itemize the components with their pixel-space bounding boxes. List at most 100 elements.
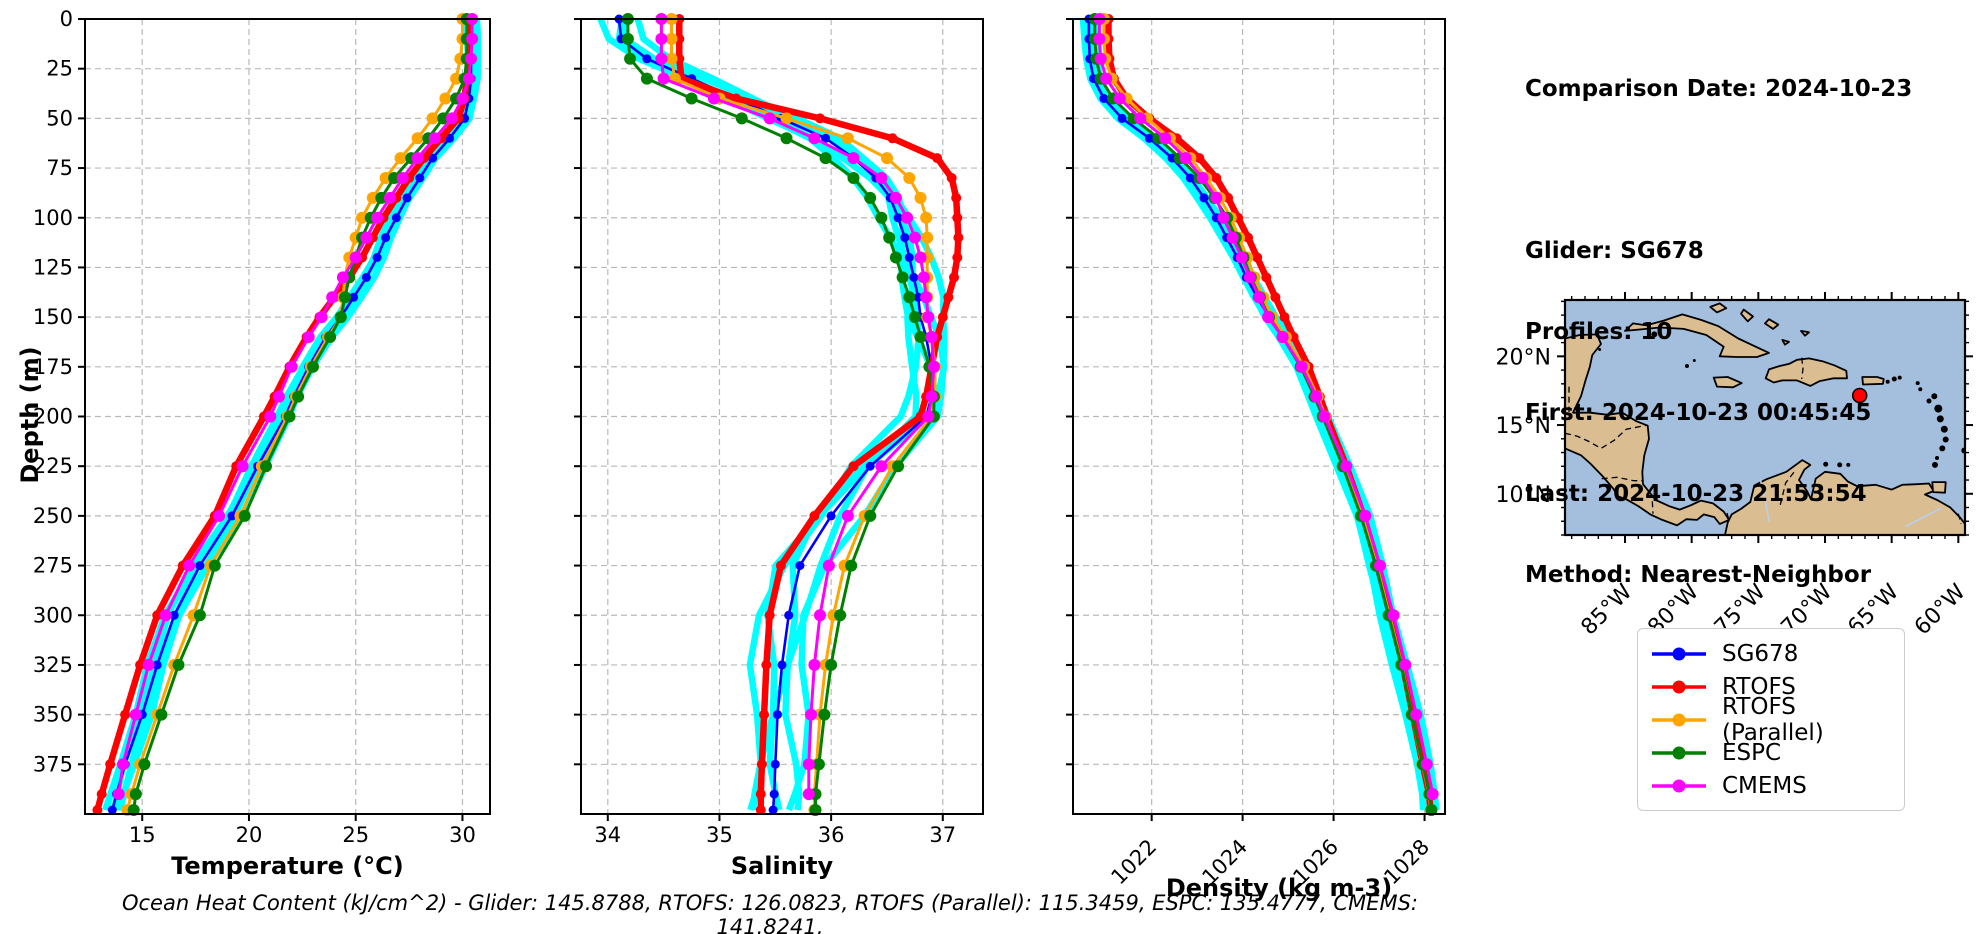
country-border: [1957, 513, 1962, 525]
small-island: [1891, 376, 1897, 382]
last-profile-time: Last: 2024-10-23 21:53:54: [1525, 481, 1867, 507]
x-tick-label: 36: [818, 823, 845, 847]
method: Method: Nearest-Neighbor: [1525, 562, 1872, 588]
small-island: [1918, 387, 1923, 392]
small-island: [1598, 348, 1602, 351]
map-content: [1565, 300, 1965, 535]
x-tick-label: 37: [929, 823, 956, 847]
y-tick-label: 275: [33, 554, 73, 578]
river: [1759, 479, 1770, 522]
small-island: [1692, 359, 1696, 362]
y-tick-label: 225: [33, 454, 73, 478]
y-tick-label: 375: [33, 752, 73, 776]
legend-line-marker-icon: [1650, 745, 1708, 761]
landmass: [1931, 481, 1947, 494]
y-tick-label: 100: [33, 206, 73, 230]
legend-line-marker-icon: [1650, 679, 1708, 695]
first-profile-time: First: 2024-10-23 00:45:45: [1525, 400, 1872, 426]
small-island: [1936, 415, 1944, 423]
legend-entry-espc: ESPC: [1650, 736, 1892, 769]
x-tick-label: 34: [594, 823, 621, 847]
map-ticks: [1557, 292, 1973, 543]
legend-line-marker-icon: [1650, 712, 1708, 728]
landmass: [1709, 302, 1728, 314]
country-border: [1779, 471, 1795, 505]
y-tick-label: 0: [60, 7, 73, 31]
grid-dens: [1073, 18, 1445, 814]
x-tick-label: 20: [236, 823, 263, 847]
info-block: Comparison Date: 2024-10-23 Glider: SG67…: [1525, 22, 1912, 643]
country-border: [1801, 357, 1804, 380]
panel-sal: 34 35 36 37: [574, 13, 984, 847]
small-island: [1915, 381, 1920, 386]
glider-location-marker: [1851, 387, 1868, 404]
small-island: [1932, 461, 1938, 468]
y-tick-label: 325: [33, 653, 73, 677]
x-tick-label: 25: [342, 823, 369, 847]
landmass: [1764, 357, 1848, 387]
country-border: [1726, 512, 1731, 523]
density-axis-label: Density (kg m-3): [1165, 874, 1393, 902]
landmass: [1800, 330, 1810, 337]
y-tick-label: 350: [33, 703, 73, 727]
small-island: [1885, 379, 1890, 384]
series-espc-sal: [621, 13, 940, 816]
legend-line-marker-icon: [1650, 646, 1708, 662]
country-border: [1601, 476, 1643, 482]
landmass: [1740, 308, 1754, 323]
comparison-date: Comparison Date: 2024-10-23: [1525, 76, 1913, 102]
x-tick-label: 15: [129, 823, 156, 847]
ocean-heat-content-caption: Ocean Heat Content (kJ/cm^2) - Glider: 1…: [121, 891, 1418, 934]
profiles-count: Profiles: 10: [1525, 319, 1673, 345]
small-island: [1846, 462, 1851, 467]
panel-dens: 1022 1024 1026 1028: [1066, 13, 1446, 889]
panel-temp: 15 20 25 3002550751001251501752002252502753…: [33, 7, 491, 847]
y-tick-label: 25: [46, 57, 73, 81]
landmass: [1781, 339, 1790, 346]
salinity-axis-label: Salinity: [730, 852, 834, 880]
landmass: [1724, 459, 1965, 535]
small-island: [1837, 462, 1843, 468]
landmass: [1565, 333, 1730, 527]
small-island: [1823, 461, 1829, 467]
small-island: [1897, 375, 1902, 380]
x-tick-label: 30: [449, 823, 476, 847]
glider-raw-profiles-dens: [1079, 18, 1440, 811]
small-island: [1934, 404, 1943, 413]
y-tick-label: 200: [33, 405, 73, 429]
x-tick-label: 35: [706, 823, 733, 847]
river: [1904, 507, 1942, 528]
small-island: [1940, 425, 1948, 433]
small-island: [1651, 331, 1658, 338]
legend-entry-rtofs-parallel: RTOFS (Parallel): [1650, 694, 1892, 746]
small-island: [1935, 456, 1939, 460]
series-cmems-dens: [1093, 13, 1439, 801]
temperature-axis-label: Temperature (°C): [171, 852, 404, 880]
small-island: [1939, 445, 1946, 452]
series-cmems-sal: [655, 13, 940, 801]
legend: SG678 RTOFS RTOFS (Parallel) ESPC CMEMS: [1637, 628, 1905, 811]
map-lon-label: 60°W: [1910, 579, 1971, 640]
depth-axis-label: Depth (m): [16, 346, 44, 484]
legend-label: SG678: [1722, 640, 1799, 667]
small-island: [1926, 398, 1932, 404]
y-tick-label: 150: [33, 305, 73, 329]
map-frame: [1563, 298, 1967, 537]
landmass: [1764, 318, 1780, 330]
y-tick-label: 125: [33, 255, 73, 279]
series-cmems-temp: [112, 13, 479, 801]
axes-temp: 15 20 25 3002550751001251501752002252502753…: [33, 7, 491, 847]
legend-label: RTOFS: [1722, 673, 1796, 700]
legend-label: CMEMS: [1722, 772, 1807, 799]
legend-line-marker-icon: [1650, 778, 1708, 794]
y-tick-label: 250: [33, 504, 73, 528]
landmass: [1861, 376, 1885, 386]
legend-label: RTOFS (Parallel): [1722, 693, 1824, 746]
map-lat-label: 10°N: [1496, 483, 1551, 508]
legend-entry-rtofs: RTOFS: [1650, 670, 1892, 703]
axes-sal: 34 35 36 37: [574, 18, 984, 847]
landmass: [1624, 313, 1770, 358]
y-tick-label: 75: [46, 156, 73, 180]
